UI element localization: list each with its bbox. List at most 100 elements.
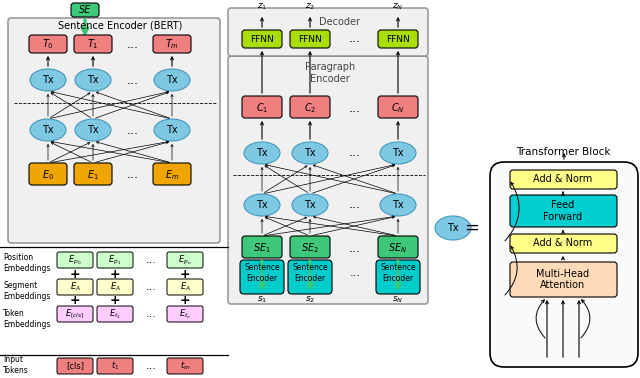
Text: ...: ... <box>349 102 361 115</box>
Ellipse shape <box>380 194 416 216</box>
Text: +: + <box>109 268 120 280</box>
Text: Sentence
Encoder: Sentence Encoder <box>244 263 280 283</box>
Text: $s_N$: $s_N$ <box>392 295 404 305</box>
Text: Add & Norm: Add & Norm <box>533 175 593 184</box>
FancyBboxPatch shape <box>74 35 112 53</box>
Text: Add & Norm: Add & Norm <box>533 239 593 248</box>
Ellipse shape <box>435 216 471 240</box>
Text: Tx: Tx <box>392 200 404 210</box>
Text: Sentence Encoder (BERT): Sentence Encoder (BERT) <box>58 21 182 31</box>
FancyBboxPatch shape <box>242 236 282 258</box>
FancyBboxPatch shape <box>57 279 93 295</box>
Text: ...: ... <box>145 282 156 292</box>
Text: $E_A$: $E_A$ <box>70 281 81 293</box>
Text: Sentence
Encoder: Sentence Encoder <box>292 263 328 283</box>
Text: $E_A$: $E_A$ <box>180 281 191 293</box>
Text: $C_N$: $C_N$ <box>391 101 405 115</box>
Text: ...: ... <box>349 33 361 45</box>
FancyBboxPatch shape <box>167 252 203 268</box>
Text: FFNN: FFNN <box>250 34 274 43</box>
Text: $SE_1$: $SE_1$ <box>253 241 271 255</box>
Text: Tx: Tx <box>392 148 404 158</box>
FancyBboxPatch shape <box>228 56 428 304</box>
Text: $T_0$: $T_0$ <box>42 37 54 51</box>
FancyBboxPatch shape <box>97 279 133 295</box>
FancyBboxPatch shape <box>510 195 617 227</box>
Text: Tx: Tx <box>256 200 268 210</box>
Text: +: + <box>70 268 80 280</box>
FancyBboxPatch shape <box>57 252 93 268</box>
Text: $E_{p_0}$: $E_{p_0}$ <box>68 253 82 266</box>
FancyBboxPatch shape <box>57 358 93 374</box>
Text: ...: ... <box>349 268 360 278</box>
Text: FFNN: FFNN <box>298 34 322 43</box>
FancyBboxPatch shape <box>97 252 133 268</box>
Text: $s_2$: $s_2$ <box>305 295 315 305</box>
Text: $E_{p_1}$: $E_{p_1}$ <box>108 253 122 266</box>
Ellipse shape <box>30 69 66 91</box>
Text: $E_m$: $E_m$ <box>165 168 179 182</box>
Text: Multi-Head
Attention: Multi-Head Attention <box>536 269 589 290</box>
Text: =: = <box>465 219 479 237</box>
FancyBboxPatch shape <box>376 260 420 294</box>
FancyBboxPatch shape <box>153 35 191 53</box>
FancyBboxPatch shape <box>242 96 282 118</box>
Text: $C_1$: $C_1$ <box>256 101 268 115</box>
Text: ...: ... <box>349 147 361 160</box>
Text: $E_{[cls]}$: $E_{[cls]}$ <box>65 307 84 321</box>
Text: ...: ... <box>145 309 156 319</box>
FancyBboxPatch shape <box>167 279 203 295</box>
Text: $SE_N$: $SE_N$ <box>388 241 408 255</box>
Text: $SE_2$: $SE_2$ <box>301 241 319 255</box>
Text: ...: ... <box>145 255 156 265</box>
FancyBboxPatch shape <box>290 96 330 118</box>
FancyBboxPatch shape <box>97 306 133 322</box>
FancyBboxPatch shape <box>8 18 220 243</box>
Text: +: + <box>180 268 190 280</box>
Text: ...: ... <box>127 124 139 136</box>
Text: Tx: Tx <box>87 125 99 135</box>
Ellipse shape <box>154 69 190 91</box>
Text: $t_m$: $t_m$ <box>180 360 190 372</box>
FancyBboxPatch shape <box>240 260 284 294</box>
Text: Segment
Embeddings: Segment Embeddings <box>3 281 51 301</box>
FancyBboxPatch shape <box>510 234 617 253</box>
Text: [cls]: [cls] <box>66 361 84 370</box>
Text: Input
Tokens: Input Tokens <box>3 355 29 375</box>
Text: $T_1$: $T_1$ <box>87 37 99 51</box>
Text: $z_2$: $z_2$ <box>305 2 315 12</box>
FancyBboxPatch shape <box>290 236 330 258</box>
Ellipse shape <box>154 119 190 141</box>
Text: ...: ... <box>145 361 156 371</box>
Text: Tx: Tx <box>166 75 178 85</box>
Text: Feed
Forward: Feed Forward <box>543 200 582 222</box>
FancyBboxPatch shape <box>71 3 99 17</box>
Ellipse shape <box>380 142 416 164</box>
Text: Tx: Tx <box>42 125 54 135</box>
FancyBboxPatch shape <box>378 236 418 258</box>
Text: +: + <box>180 294 190 307</box>
Text: ...: ... <box>127 37 139 51</box>
Text: ...: ... <box>349 242 361 254</box>
Text: ...: ... <box>349 198 361 212</box>
Text: FFNN: FFNN <box>386 34 410 43</box>
Text: $E_{t_1}$: $E_{t_1}$ <box>109 307 121 321</box>
FancyBboxPatch shape <box>228 8 428 56</box>
FancyBboxPatch shape <box>29 163 67 185</box>
Text: Sentence
Encoder: Sentence Encoder <box>380 263 416 283</box>
Text: Tx: Tx <box>304 200 316 210</box>
Text: Tx: Tx <box>42 75 54 85</box>
Text: $E_A$: $E_A$ <box>109 281 120 293</box>
Ellipse shape <box>292 194 328 216</box>
FancyBboxPatch shape <box>290 30 330 48</box>
Text: ...: ... <box>127 169 139 181</box>
FancyBboxPatch shape <box>490 162 638 367</box>
Text: Tx: Tx <box>304 148 316 158</box>
Text: +: + <box>109 294 120 307</box>
Ellipse shape <box>244 194 280 216</box>
FancyBboxPatch shape <box>510 262 617 297</box>
Text: +: + <box>70 294 80 307</box>
Text: $E_{p_n}$: $E_{p_n}$ <box>179 253 191 266</box>
Text: Position
Embeddings: Position Embeddings <box>3 253 51 273</box>
FancyBboxPatch shape <box>167 358 203 374</box>
